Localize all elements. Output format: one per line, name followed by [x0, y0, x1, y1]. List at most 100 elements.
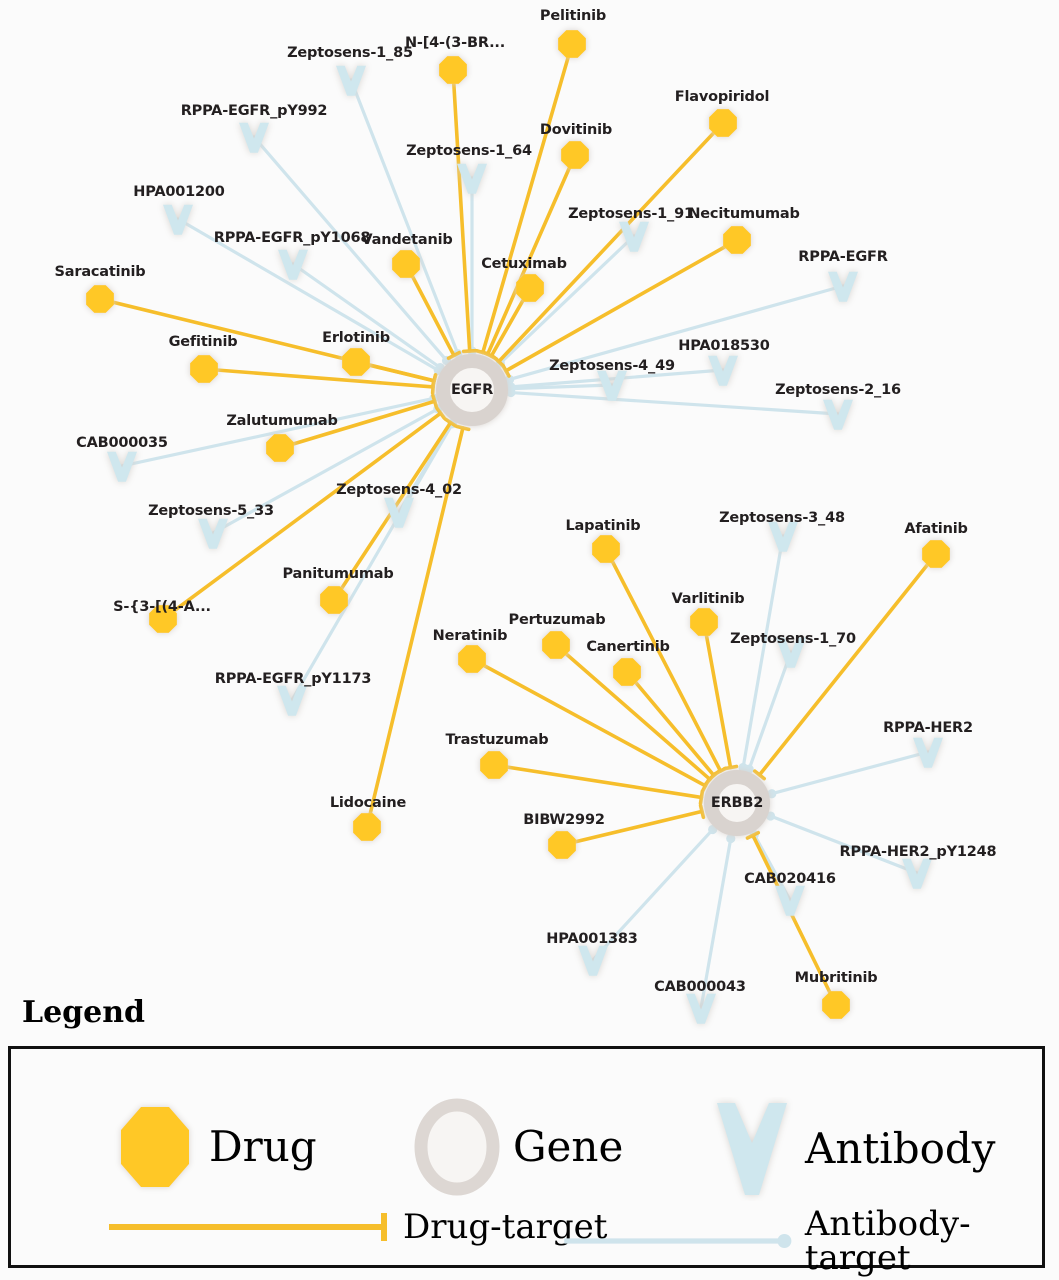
drug-edge-endpoint	[745, 830, 761, 840]
antibody-edge-endpoint	[506, 387, 516, 398]
antibody-target-edge-icon	[564, 1234, 792, 1248]
edge	[560, 809, 704, 847]
drug-edge-endpoint	[707, 769, 721, 782]
antibody-node[interactable]	[277, 685, 307, 716]
edge	[451, 68, 472, 353]
gene-node[interactable]	[436, 354, 508, 426]
drug-node[interactable]	[709, 109, 737, 137]
edge	[485, 153, 577, 357]
antibody-node[interactable]	[278, 249, 308, 280]
edge	[507, 284, 845, 382]
edge	[404, 262, 456, 358]
legend-item-antibody-target: Antibody-target	[559, 1207, 1042, 1275]
drug-edge-endpoint	[443, 417, 458, 428]
edge	[770, 750, 930, 796]
edge	[554, 643, 712, 782]
drug-node[interactable]	[320, 586, 348, 614]
drug-node[interactable]	[516, 274, 544, 302]
drug-node[interactable]	[822, 991, 850, 1019]
gene-node[interactable]	[704, 770, 770, 836]
antibody-node[interactable]	[708, 355, 738, 386]
antibody-node[interactable]	[457, 163, 487, 194]
edge	[625, 670, 716, 778]
antibody-node[interactable]	[163, 204, 193, 235]
drug-target-edge-icon	[109, 1213, 387, 1241]
edge	[349, 78, 460, 356]
antibody-node[interactable]	[902, 858, 932, 889]
drug-node[interactable]	[723, 226, 751, 254]
edge	[504, 238, 739, 373]
drug-edge-endpoint	[461, 348, 478, 354]
drug-node[interactable]	[149, 605, 177, 633]
nodes-layer	[86, 30, 950, 1024]
drug-node[interactable]	[458, 645, 486, 673]
antibody-edge-endpoint	[504, 374, 515, 385]
drug-edge-endpoint	[455, 424, 471, 432]
edge	[161, 411, 443, 621]
edge	[757, 552, 938, 777]
edges-layer	[98, 42, 938, 1010]
edge	[741, 534, 785, 770]
legend-label-gene: Gene	[513, 1122, 624, 1171]
antibody-node[interactable]	[913, 737, 943, 768]
drug-edge-endpoint	[446, 350, 462, 361]
legend-box: Drug Gene Antibody Dru	[8, 1046, 1045, 1275]
legend-label-drug-target: Drug-target	[403, 1207, 608, 1247]
antibody-edge-endpoint	[765, 811, 776, 821]
edge	[591, 827, 715, 962]
edge	[481, 42, 574, 355]
antibody-node[interactable]	[619, 221, 649, 252]
drug-node[interactable]	[542, 631, 570, 659]
edge	[365, 426, 465, 829]
antibody-node[interactable]	[597, 370, 627, 401]
edge	[699, 836, 733, 1010]
antibody-edge-endpoint	[744, 764, 754, 774]
drug-edge-endpoint	[484, 351, 499, 361]
antibody-node[interactable]	[578, 945, 608, 976]
drug-node[interactable]	[548, 831, 576, 859]
edge	[470, 657, 708, 788]
drug-edge-endpoint	[430, 373, 438, 389]
antibody-node[interactable]	[828, 271, 858, 302]
drug-node[interactable]	[392, 250, 420, 278]
antibody-node[interactable]	[768, 521, 798, 552]
drug-node[interactable]	[558, 30, 586, 58]
drug-node[interactable]	[480, 751, 508, 779]
drug-node[interactable]	[342, 348, 370, 376]
antibody-node[interactable]	[239, 122, 269, 153]
drug-edge-endpoint	[698, 789, 705, 806]
drug-node[interactable]	[613, 658, 641, 686]
drug-icon	[121, 1107, 189, 1187]
drug-node[interactable]	[561, 141, 589, 169]
legend-shapes-row: Drug Gene Antibody	[11, 1083, 1042, 1196]
edge	[278, 399, 437, 450]
drug-node[interactable]	[690, 608, 718, 636]
edge	[751, 833, 838, 1007]
antibody-node[interactable]	[336, 65, 366, 96]
edge	[604, 547, 723, 773]
drug-node[interactable]	[353, 813, 381, 841]
antibody-node[interactable]	[107, 451, 137, 482]
drug-node[interactable]	[266, 434, 294, 462]
edge	[291, 262, 442, 370]
antibody-node[interactable]	[198, 518, 228, 549]
drug-node[interactable]	[190, 355, 218, 383]
antibody-node[interactable]	[686, 993, 716, 1024]
antibody-node[interactable]	[775, 885, 805, 916]
drug-node[interactable]	[592, 535, 620, 563]
legend-item-drug-target: Drug-target	[103, 1207, 607, 1247]
antibody-node[interactable]	[823, 399, 853, 430]
drug-edge-endpoint	[698, 803, 706, 820]
drug-edge-endpoint	[501, 363, 511, 378]
antibody-node[interactable]	[384, 497, 414, 528]
drug-node[interactable]	[922, 540, 950, 568]
antibody-edge-endpoint	[767, 789, 777, 799]
antibody-node[interactable]	[776, 637, 806, 668]
antibody-icon	[717, 1103, 787, 1195]
drug-edge-endpoint	[435, 406, 447, 420]
legend-item-antibody: Antibody	[709, 1097, 995, 1201]
legend-edges-row: Drug-target Antibody-target	[11, 1207, 1042, 1275]
drug-node[interactable]	[439, 56, 467, 84]
drug-node[interactable]	[86, 285, 114, 313]
